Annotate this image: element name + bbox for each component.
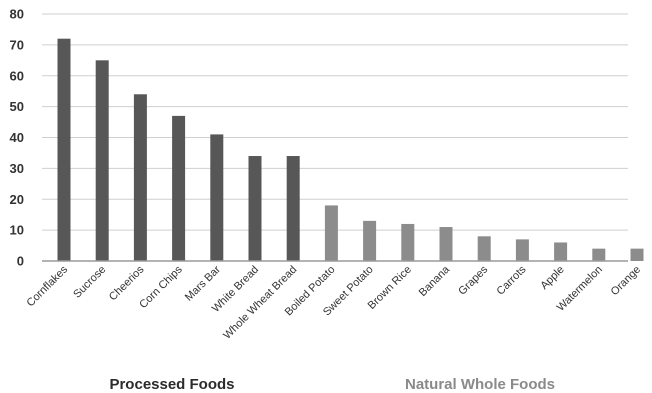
category-label: Orange bbox=[609, 264, 643, 298]
y-tick-label: 0 bbox=[17, 254, 24, 269]
group-label: Natural Whole Foods bbox=[405, 376, 555, 393]
bar-grapes bbox=[477, 236, 491, 261]
bar-mars-bar bbox=[210, 134, 224, 261]
y-tick-label: 50 bbox=[10, 99, 24, 114]
bar-sucrose bbox=[95, 60, 109, 261]
category-label: Cheerios bbox=[107, 263, 147, 303]
category-label: Whole Wheat Bread bbox=[221, 264, 299, 342]
bar-whole-wheat-bread bbox=[286, 156, 300, 261]
y-tick-label: 10 bbox=[10, 223, 24, 238]
y-tick-label: 20 bbox=[10, 192, 24, 207]
category-label: Grapes bbox=[456, 263, 490, 297]
bar-cornflakes bbox=[57, 38, 71, 262]
y-axis-ticks: 0 10 20 30 40 50 60 70 80 bbox=[10, 7, 24, 269]
bar-corn-chips bbox=[172, 115, 186, 261]
category-label: Carrots bbox=[495, 263, 529, 297]
gridlines bbox=[42, 13, 628, 231]
bar-brown-rice bbox=[401, 223, 415, 261]
y-tick-label: 70 bbox=[10, 37, 24, 52]
category-label: Sucrose bbox=[71, 264, 108, 301]
bar-boiled-potato bbox=[324, 205, 338, 261]
category-label: Mars Bar bbox=[183, 263, 223, 303]
bar-cheerios bbox=[133, 94, 147, 262]
bar-carrots bbox=[515, 239, 529, 261]
y-tick-label: 40 bbox=[10, 130, 24, 145]
category-label: Apple bbox=[538, 264, 566, 292]
bars bbox=[57, 38, 644, 262]
bar-watermelon bbox=[592, 248, 606, 261]
bar-sweet-potato bbox=[363, 220, 377, 261]
group-label: Processed Foods bbox=[109, 376, 234, 393]
y-tick-label: 80 bbox=[10, 7, 24, 22]
bar-orange bbox=[630, 248, 644, 261]
y-tick-label: 60 bbox=[10, 68, 24, 83]
category-label: Banana bbox=[417, 263, 453, 299]
bar-banana bbox=[439, 227, 453, 261]
group-labels: Processed Foods Natural Whole Foods bbox=[109, 376, 555, 393]
y-tick-label: 30 bbox=[10, 161, 24, 176]
category-label: Cornflakes bbox=[24, 263, 70, 309]
bar-apple bbox=[554, 242, 568, 261]
bar-white-bread bbox=[248, 156, 262, 261]
